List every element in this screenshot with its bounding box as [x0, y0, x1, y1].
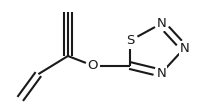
Text: N: N	[156, 17, 166, 30]
Text: S: S	[126, 34, 134, 47]
Text: N: N	[179, 42, 189, 55]
Text: N: N	[156, 67, 166, 80]
Text: O: O	[88, 59, 98, 72]
